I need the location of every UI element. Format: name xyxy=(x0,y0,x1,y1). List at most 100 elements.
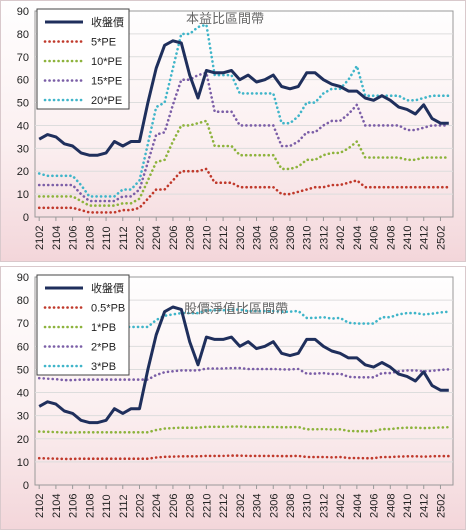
legend-label-3: 2*PB xyxy=(91,342,116,354)
x-tick-label: 2412 xyxy=(419,226,431,250)
x-tick-label: 2104 xyxy=(51,494,63,518)
legend-label-0: 收盤價 xyxy=(91,15,124,29)
y-tick-label: 50 xyxy=(17,98,29,110)
legend-box xyxy=(36,274,130,376)
x-tick-label: 2210 xyxy=(201,494,213,518)
x-tick-label: 2302 xyxy=(235,226,247,250)
legend-label-4: 3*PB xyxy=(91,361,116,373)
x-tick-label: 2110 xyxy=(101,226,113,250)
x-tick-label: 2502 xyxy=(435,226,447,250)
y-tick-label: 90 xyxy=(17,272,29,284)
x-tick-label: 2502 xyxy=(435,494,447,518)
pb-band-chart-svg: 0 10 20 30 40 50 60 70 80 90 2102 2104 2106 2108 2110 2… xyxy=(17,272,454,518)
x-tick-label: 2406 xyxy=(369,494,381,518)
x-tick-label: 2406 xyxy=(369,226,381,250)
series-line-1 xyxy=(37,167,451,214)
x-tick-label: 2110 xyxy=(101,494,113,518)
x-tick-label: 2108 xyxy=(84,226,96,250)
y-tick-label: 0 xyxy=(23,480,29,492)
x-tick-label: 2404 xyxy=(352,494,364,518)
x-tick-label: 2302 xyxy=(235,494,247,518)
y-tick-label: 20 xyxy=(17,434,29,446)
legend-label-4: 20*PE xyxy=(91,95,122,107)
y-tick-label: 30 xyxy=(17,411,29,423)
legend-label-3: 15*PE xyxy=(91,76,122,88)
y-tick-label: 80 xyxy=(17,295,29,307)
y-tick-label: 30 xyxy=(17,143,29,155)
legend: 收盤價 5*PE 10*PE 15*PE 20*PE xyxy=(36,8,130,110)
x-tick-label: 2412 xyxy=(419,494,431,518)
x-tick-label: 2106 xyxy=(68,494,80,518)
series-line-3 xyxy=(37,366,451,382)
x-tick-label: 2206 xyxy=(168,494,180,518)
chart-title: 本益比區間帶 xyxy=(186,11,264,26)
x-tick-label: 2104 xyxy=(51,226,63,250)
x-tick-label: 2208 xyxy=(185,226,197,250)
chart-title: 股價淨值比區間帶 xyxy=(184,301,288,316)
series-line-0 xyxy=(38,305,449,425)
x-tick-label: 2310 xyxy=(302,494,314,518)
x-tick-label: 2310 xyxy=(302,226,314,250)
series-line-4 xyxy=(37,23,451,198)
x-tick-label: 2208 xyxy=(185,494,197,518)
y-tick-label: 40 xyxy=(17,388,29,400)
x-tick-label: 2312 xyxy=(318,494,330,518)
x-tick-label: 2102 xyxy=(34,494,46,518)
x-tick-label: 2108 xyxy=(84,494,96,518)
legend-label-1: 5*PE xyxy=(91,37,116,49)
series-line-2 xyxy=(37,425,451,434)
pe-band-chart: 0 10 20 30 40 50 60 70 80 90 2102 2104 2106 2108 2110 2… xyxy=(0,0,466,262)
y-tick-label: 70 xyxy=(17,318,29,330)
y-tick-label: 20 xyxy=(17,166,29,178)
legend-label-2: 10*PE xyxy=(91,56,122,68)
x-tick-label: 2304 xyxy=(252,226,264,250)
y-tick-label: 10 xyxy=(17,189,29,201)
x-tick-label: 2202 xyxy=(135,494,147,518)
x-tick-label: 2408 xyxy=(385,226,397,250)
pb-band-chart: 0 10 20 30 40 50 60 70 80 90 2102 2104 2106 2108 2110 2… xyxy=(0,266,466,530)
legend-label-2: 1*PB xyxy=(91,322,116,334)
x-tick-label: 2410 xyxy=(402,226,414,250)
x-tick-label: 2206 xyxy=(168,226,180,250)
x-tick-label: 2308 xyxy=(285,494,297,518)
y-tick-label: 80 xyxy=(17,29,29,41)
x-tick-label: 2212 xyxy=(218,226,230,250)
y-tick-label: 90 xyxy=(17,6,29,18)
series-line-1 xyxy=(37,454,451,461)
x-tick-label: 2102 xyxy=(34,226,46,250)
pe-band-chart-svg: 0 10 20 30 40 50 60 70 80 90 2102 2104 2106 2108 2110 2… xyxy=(17,6,454,250)
legend: 收盤價 0.5*PB 1*PB 2*PB 3*PB xyxy=(36,274,130,376)
y-tick-label: 10 xyxy=(17,457,29,469)
x-tick-label: 2112 xyxy=(118,494,130,518)
series-line-0 xyxy=(38,39,449,157)
x-tick-label: 2212 xyxy=(218,494,230,518)
x-tick-label: 2404 xyxy=(352,226,364,250)
x-tick-label: 2410 xyxy=(402,494,414,518)
x-tick-label: 2306 xyxy=(268,494,280,518)
legend-label-1: 0.5*PB xyxy=(91,303,125,315)
x-tick-label: 2112 xyxy=(118,226,130,250)
x-tick-label: 2210 xyxy=(201,226,213,250)
plot-area xyxy=(34,10,454,218)
y-tick-label: 0 xyxy=(23,212,29,224)
x-tick-label: 2308 xyxy=(285,226,297,250)
y-tick-label: 50 xyxy=(17,364,29,376)
y-tick-label: 40 xyxy=(17,120,29,132)
x-tick-label: 2304 xyxy=(252,494,264,518)
x-tick-label: 2204 xyxy=(151,226,163,250)
y-tick-label: 60 xyxy=(17,75,29,87)
x-tick-label: 2106 xyxy=(68,226,80,250)
y-tick-label: 60 xyxy=(17,341,29,353)
legend-label-0: 收盤價 xyxy=(91,281,124,295)
x-tick-label: 2312 xyxy=(318,226,330,250)
x-tick-label: 2402 xyxy=(335,494,347,518)
x-tick-label: 2202 xyxy=(135,226,147,250)
plot-area xyxy=(34,276,454,486)
legend-box xyxy=(36,8,130,110)
x-tick-label: 2402 xyxy=(335,226,347,250)
x-tick-label: 2408 xyxy=(385,494,397,518)
series-line-2 xyxy=(37,119,451,207)
y-tick-label: 70 xyxy=(17,52,29,64)
x-tick-label: 2306 xyxy=(268,226,280,250)
x-tick-label: 2204 xyxy=(151,494,163,518)
